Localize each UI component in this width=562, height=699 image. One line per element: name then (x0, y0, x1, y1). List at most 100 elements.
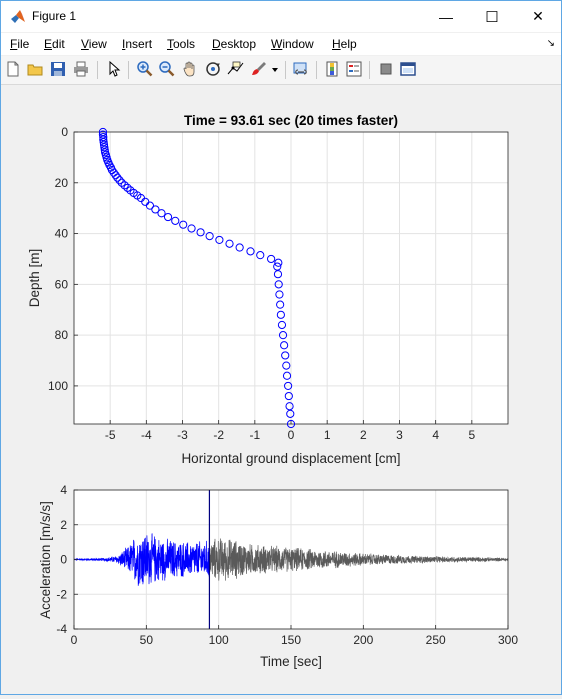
acceleration-y-tick-label: -2 (56, 587, 67, 601)
link-plot-icon[interactable] (292, 60, 310, 78)
colorbar-icon[interactable] (323, 60, 341, 78)
profile-point (246, 247, 255, 256)
window-title: Figure 1 (32, 9, 77, 23)
acceleration-axes[interactable]: 0 50 100 150 200 250 300 -4 -2 0 2 4 Time [sec] Acc… (38, 483, 518, 669)
legend-icon[interactable] (345, 60, 363, 78)
menu-tools[interactable]: Tools (167, 37, 196, 51)
open-file-icon[interactable] (26, 60, 44, 78)
profile-point (113, 173, 122, 182)
profile-point (276, 310, 285, 319)
close-button[interactable]: ✕ (515, 1, 561, 32)
new-figure-icon[interactable] (4, 60, 22, 78)
profile-point (111, 171, 120, 180)
acceleration-y-tick-label: 4 (60, 483, 67, 497)
profile-point (274, 258, 283, 267)
menu-file[interactable]: File (10, 37, 30, 51)
toolbar-separator (128, 61, 129, 79)
show-plot-tools-icon[interactable] (399, 60, 417, 78)
profile-point (274, 280, 283, 289)
menu-window[interactable]: Window (271, 37, 314, 51)
profile-y-tick-label: 100 (48, 379, 68, 393)
profile-ticks: -5 -4 -3 -2 -1 0 1 2 3 4 5 0 20 40 60 80 100 (48, 125, 476, 442)
profile-axes[interactable]: -5 -4 -3 -2 -1 0 1 2 3 4 5 0 20 40 60 80 100 Time = 93.6… (27, 113, 509, 466)
title-bar[interactable]: Figure 1 — ☐ ✕ (1, 1, 561, 32)
profile-y-tick-label: 0 (61, 125, 68, 139)
profile-y-tick-label: 80 (55, 328, 69, 342)
data-cursor-icon[interactable] (227, 60, 245, 78)
minimize-icon: — (439, 8, 453, 25)
undock-arrow-icon[interactable]: ↘ (546, 38, 555, 49)
profile-point (277, 320, 287, 330)
profile-point (123, 183, 132, 192)
pan-icon[interactable] (181, 60, 199, 78)
menu-bar: File Edit View Insert Tools Desktop Wind… (1, 33, 561, 55)
profile-point (163, 212, 173, 222)
menu-edit[interactable]: Edit (44, 37, 65, 51)
menu-help[interactable]: Help (332, 37, 357, 51)
profile-point (280, 341, 289, 350)
profile-point (179, 220, 188, 229)
hide-plot-tools-icon[interactable] (377, 60, 395, 78)
profile-x-tick-label: -1 (249, 428, 260, 442)
acceleration-series-played (73, 533, 210, 586)
minimize-button[interactable]: — (423, 1, 469, 32)
profile-point (196, 228, 205, 237)
acceleration-x-tick-label: 200 (353, 633, 373, 647)
figure-toolbar (1, 56, 561, 85)
save-icon[interactable] (49, 60, 67, 78)
acceleration-trace (73, 490, 509, 629)
figure-canvas: -5 -4 -3 -2 -1 0 1 2 3 4 5 0 20 40 60 80 100 Time = 93.6… (1, 85, 561, 694)
profile-ylabel: Depth [m] (27, 249, 42, 308)
close-icon: ✕ (532, 8, 544, 24)
profile-markers (98, 127, 296, 429)
profile-x-tick-label: 5 (468, 428, 475, 442)
profile-point (99, 135, 108, 144)
zoom-out-icon[interactable] (158, 60, 176, 78)
menu-view[interactable]: View (81, 37, 107, 51)
profile-grid (74, 131, 508, 424)
maximize-button[interactable]: ☐ (469, 1, 515, 32)
profile-point (284, 381, 293, 391)
profile-point (273, 270, 283, 279)
profile-point (120, 181, 129, 190)
pointer-icon[interactable] (105, 60, 123, 78)
brush-icon[interactable] (250, 60, 268, 78)
print-icon[interactable] (72, 60, 90, 78)
profile-point (151, 205, 160, 214)
profile-point (235, 243, 244, 252)
acceleration-x-tick-label: 250 (426, 633, 446, 647)
profile-point (157, 209, 166, 218)
profile-y-tick-label: 20 (55, 176, 69, 190)
profile-x-tick-label: -3 (177, 428, 188, 442)
acceleration-x-tick-label: 150 (281, 633, 301, 647)
profile-point (267, 254, 276, 264)
profile-x-tick-label: 0 (288, 428, 295, 442)
profile-point (286, 419, 296, 429)
profile-point (145, 201, 155, 210)
profile-x-tick-label: -2 (213, 428, 224, 442)
profile-x-tick-label: -4 (141, 428, 152, 442)
toolbar-separator (97, 61, 98, 79)
profile-point (205, 232, 214, 241)
profile-x-tick-label: 2 (360, 428, 367, 442)
acceleration-x-tick-label: 300 (498, 633, 518, 647)
rotate-3d-icon[interactable] (204, 60, 222, 78)
acceleration-xlabel: Time [sec] (260, 654, 322, 669)
menu-desktop[interactable]: Desktop (212, 37, 257, 51)
profile-point (187, 224, 196, 233)
profile-point (282, 361, 291, 370)
toolbar-separator (369, 61, 370, 79)
acceleration-x-tick-label: 50 (140, 633, 154, 647)
maximize-icon: ☐ (485, 8, 499, 26)
brush-dropdown-icon[interactable] (270, 60, 280, 78)
acceleration-ylabel: Acceleration [m/s/s] (38, 501, 53, 619)
toolbar-separator (285, 61, 286, 79)
acceleration-y-tick-label: -4 (56, 622, 67, 636)
zoom-in-icon[interactable] (136, 60, 154, 78)
profile-point (275, 290, 284, 299)
profile-point (225, 239, 234, 248)
profile-point (281, 351, 290, 360)
profile-point (100, 145, 109, 154)
menu-insert[interactable]: Insert (122, 37, 153, 51)
profile-point (99, 138, 108, 147)
